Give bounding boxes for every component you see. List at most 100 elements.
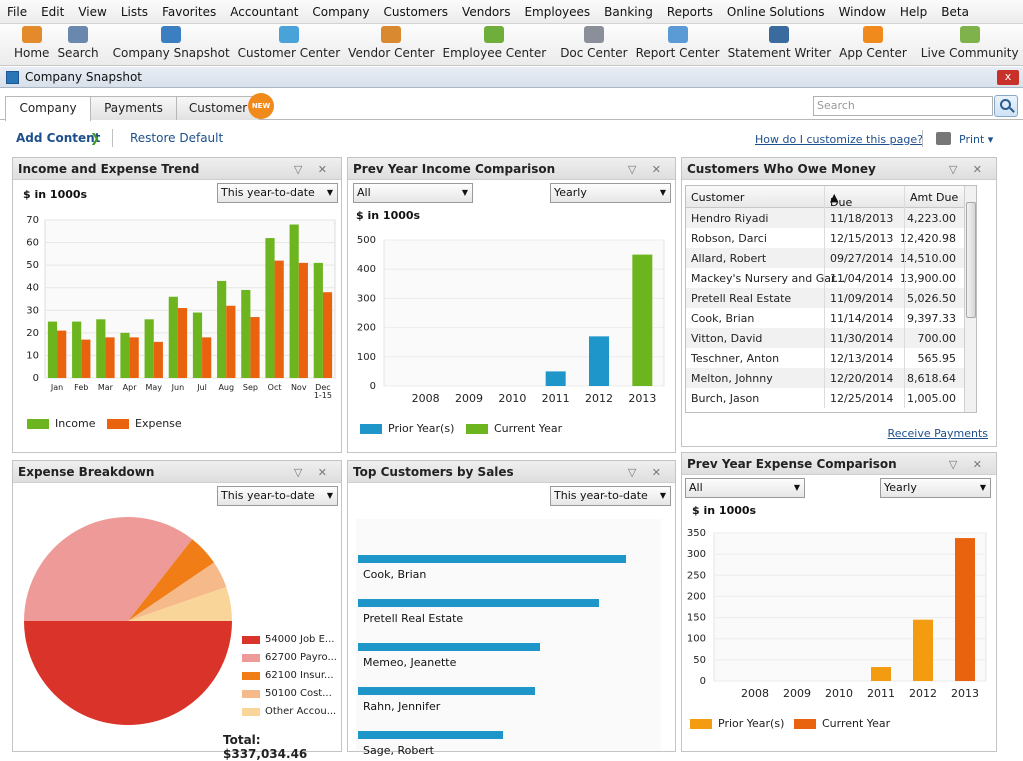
menu-accountant[interactable]: Accountant — [223, 5, 305, 19]
statement-writer-button[interactable]: Statement Writer — [724, 24, 836, 60]
period-dropdown[interactable]: This year-to-date▼ — [217, 183, 338, 203]
y-tick-label: 0 — [370, 381, 376, 392]
vendor-center-button[interactable]: Vendor Center — [344, 24, 438, 60]
column-due-date[interactable]: Due Date ▲ — [830, 191, 838, 204]
search-input[interactable]: Search — [813, 96, 993, 116]
panel-controls[interactable]: ▽ ✕ — [294, 466, 333, 479]
receive-payments-link[interactable]: Receive Payments — [888, 427, 988, 440]
panel-controls[interactable]: ▽ ✕ — [628, 466, 667, 479]
menu-company[interactable]: Company — [305, 5, 376, 19]
restore-default-link[interactable]: Restore Default — [130, 131, 223, 145]
menu-edit[interactable]: Edit — [34, 5, 71, 19]
cell-due-date: 12/15/2013 — [830, 232, 893, 245]
printer-icon[interactable] — [936, 132, 951, 145]
filter-dropdown[interactable]: All▼ — [353, 183, 473, 203]
y-tick-label: 60 — [26, 238, 39, 249]
company-snapshot-button[interactable]: Company Snapshot — [109, 24, 234, 60]
period-dropdown[interactable]: Yearly▼ — [880, 478, 991, 498]
tab-payments[interactable]: Payments — [90, 96, 177, 120]
report-center-button[interactable]: Report Center — [632, 24, 724, 60]
menu-reports[interactable]: Reports — [660, 5, 720, 19]
panel-controls[interactable]: ▽ ✕ — [294, 163, 333, 176]
y-tick-label: 300 — [357, 293, 376, 304]
x-tick-label: Apr — [123, 383, 138, 392]
tab-company[interactable]: Company — [5, 96, 91, 121]
menu-employees[interactable]: Employees — [517, 5, 597, 19]
panel-title: Expense Breakdown — [18, 465, 154, 479]
cell-customer: Hendro Riyadi — [691, 212, 769, 225]
unit-label: $ in 1000s — [356, 209, 420, 222]
chevron-right-icon: ❯ — [90, 131, 100, 145]
y-tick-label: 30 — [26, 305, 39, 316]
customer-center-button[interactable]: Customer Center — [234, 24, 345, 60]
pie-legend-item: 54000 Job E... — [242, 634, 334, 645]
cell-amt-due: 12,420.98 — [900, 232, 956, 245]
menu-banking[interactable]: Banking — [597, 5, 660, 19]
period-dropdown[interactable]: This year-to-date▼ — [550, 486, 671, 506]
filter-dropdown[interactable]: All▼ — [685, 478, 805, 498]
x-tick-label: May — [145, 383, 162, 392]
customers-owe-panel: Customers Who Owe Money▽ ✕ Customer Due … — [681, 157, 997, 447]
customer-name-label: Sage, Robert — [363, 744, 434, 757]
scrollbar[interactable] — [964, 186, 977, 413]
close-window-button[interactable]: x — [997, 70, 1019, 85]
y-tick-label: 0 — [33, 373, 39, 384]
employee-center-button[interactable]: Employee Center — [439, 24, 551, 60]
search-button[interactable]: Search — [53, 24, 102, 60]
column-amt-due[interactable]: Amt Due — [910, 191, 958, 204]
menu-view[interactable]: View — [71, 5, 113, 19]
live-community-button[interactable]: Live Community — [917, 24, 1023, 60]
search-button[interactable] — [994, 95, 1018, 117]
add-content-link[interactable]: Add Content — [16, 131, 100, 145]
column-divider — [824, 186, 825, 408]
cell-due-date: 12/13/2014 — [830, 352, 893, 365]
x-tick-label: 2012 — [909, 687, 937, 700]
scroll-thumb[interactable] — [966, 202, 976, 318]
plot-area — [384, 240, 664, 386]
menu-vendors[interactable]: Vendors — [455, 5, 517, 19]
menu-window[interactable]: Window — [832, 5, 893, 19]
bar-expense — [57, 331, 66, 378]
menu-help[interactable]: Help — [893, 5, 934, 19]
column-customer[interactable]: Customer — [691, 191, 744, 204]
period-dropdown[interactable]: This year-to-date▼ — [217, 486, 338, 506]
menu-lists[interactable]: Lists — [114, 5, 155, 19]
menu-file[interactable]: File — [0, 5, 34, 19]
customer-name-label: Cook, Brian — [363, 568, 426, 581]
menu-online-solutions[interactable]: Online Solutions — [720, 5, 832, 19]
x-tick-label: Oct — [268, 383, 282, 392]
y-tick-label: 10 — [26, 350, 39, 361]
menu-customers[interactable]: Customers — [377, 5, 456, 19]
bar-expense — [81, 340, 90, 378]
bar-prior — [546, 371, 566, 386]
panel-controls[interactable]: ▽ ✕ — [949, 163, 988, 176]
print-button[interactable]: Print ▾ — [959, 133, 993, 146]
home-button[interactable]: Home — [10, 24, 53, 60]
customize-help-link[interactable]: How do I customize this page? — [755, 133, 923, 146]
bar-income — [169, 297, 178, 378]
panel-controls[interactable]: ▽ ✕ — [628, 163, 667, 176]
bar-income — [241, 290, 250, 378]
period-dropdown[interactable]: Yearly▼ — [550, 183, 671, 203]
bar-expense — [130, 337, 139, 378]
panel-controls[interactable]: ▽ ✕ — [949, 458, 988, 471]
doc-center-button[interactable]: Doc Center — [556, 24, 631, 60]
x-tick-label: 2012 — [585, 392, 613, 405]
app-center-button[interactable]: App Center — [835, 24, 911, 60]
menu-favorites[interactable]: Favorites — [155, 5, 223, 19]
live-community-icon — [960, 26, 980, 43]
expense-breakdown-panel: Expense Breakdown▽ ✕ This year-to-date▼ … — [12, 460, 342, 752]
menu-beta[interactable]: Beta — [934, 5, 976, 19]
employee-center-icon — [484, 26, 504, 43]
